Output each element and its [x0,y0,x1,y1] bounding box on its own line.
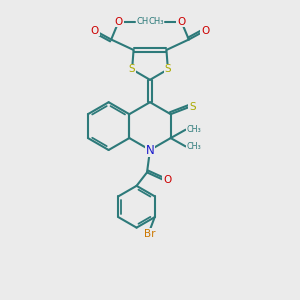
Text: S: S [165,64,171,74]
Text: O: O [91,26,99,36]
Text: CH₃: CH₃ [148,17,164,26]
Text: Br: Br [144,229,156,238]
Text: CH₃: CH₃ [187,142,201,151]
Text: O: O [115,16,123,27]
Text: S: S [129,64,135,74]
Text: CH₃: CH₃ [136,17,152,26]
Text: O: O [163,175,171,185]
Text: O: O [177,16,185,27]
Text: S: S [189,102,196,112]
Text: N: N [146,143,154,157]
Text: CH₃: CH₃ [187,125,201,134]
Text: O: O [201,26,209,36]
